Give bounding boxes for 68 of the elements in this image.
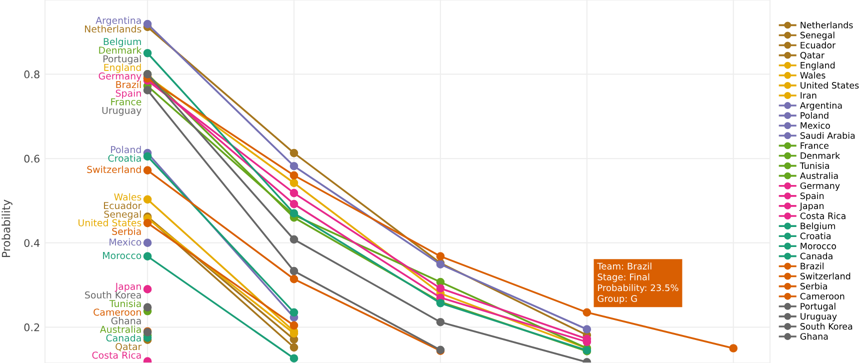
text: Croatia xyxy=(108,154,141,162)
text: Japan xyxy=(114,282,141,292)
y-tick-label: 0.6 xyxy=(24,154,40,163)
text: Denmark xyxy=(99,46,142,54)
y-axis-title: Probability xyxy=(2,200,12,257)
legend-label: Poland xyxy=(800,112,828,119)
text: South Korea xyxy=(85,291,141,299)
legend-label: Belgium xyxy=(800,222,836,231)
text: Ecuador xyxy=(104,202,142,210)
text: Canada xyxy=(106,334,141,342)
legend-label: Argentina xyxy=(800,102,842,110)
text: Tunisia xyxy=(109,300,141,308)
annotation: Team: Brazil Stage: Final Probability: 23.5% Group: G xyxy=(597,262,678,304)
text: England xyxy=(104,64,141,73)
text: Ghana xyxy=(111,317,141,324)
legend-label: England xyxy=(800,62,835,70)
text: Costa Rica xyxy=(92,351,141,359)
legend-label: Portugal xyxy=(800,302,836,312)
text: Argentina xyxy=(96,16,141,26)
text: Brazil xyxy=(116,80,141,88)
legend-label: Saudi Arabia xyxy=(800,132,855,139)
legend-label: Netherlands xyxy=(800,22,853,28)
legend-label: Qatar xyxy=(800,52,825,60)
text: United States xyxy=(78,219,142,226)
text: Wales xyxy=(114,193,142,201)
legend-label: Spain xyxy=(800,192,824,201)
text: Serbia xyxy=(112,228,141,235)
text: Spain xyxy=(116,89,141,99)
text: Morocco xyxy=(103,252,142,260)
legend-label: Morocco xyxy=(800,242,836,250)
y-tick-label: 0.4 xyxy=(24,239,40,247)
text: Mexico xyxy=(110,238,142,246)
text: Germany xyxy=(98,72,142,82)
legend-label: Wales xyxy=(800,72,826,79)
legend-label: Serbia xyxy=(800,282,827,290)
text: Netherlands xyxy=(85,25,142,33)
text: Qatar xyxy=(116,342,142,352)
text: Cameroon xyxy=(94,308,141,316)
text: Senegal xyxy=(104,210,141,220)
legend-label: Iran xyxy=(800,92,816,99)
legend-label: Denmark xyxy=(800,152,840,159)
legend-label: Germany xyxy=(800,182,840,191)
legend-label: Switzerland xyxy=(800,272,850,280)
text: Belgium xyxy=(104,38,141,47)
legend-label: Ecuador xyxy=(800,42,836,48)
legend-label: Australia xyxy=(800,172,838,180)
legend-label: Mexico xyxy=(800,122,830,129)
legend-label: Ghana xyxy=(800,332,828,340)
y-tick-label: 0.2 xyxy=(24,323,40,332)
legend-label: United States xyxy=(800,82,859,89)
legend-label: Senegal xyxy=(800,32,834,40)
text: Switzerland xyxy=(87,166,141,174)
legend-label: Uruguay xyxy=(800,313,837,322)
text: Australia xyxy=(100,326,141,333)
legend-label: France xyxy=(800,142,829,149)
legend-label: Croatia xyxy=(800,232,831,240)
legend-label: Costa Rica xyxy=(800,212,846,220)
text: France xyxy=(111,98,142,106)
legend-label: Japan xyxy=(799,202,824,211)
y-tick-label: 0.8 xyxy=(24,70,40,78)
legend-label: South Korea xyxy=(800,322,852,330)
text: Portugal xyxy=(103,55,141,64)
legend-label: Canada xyxy=(800,252,832,260)
text: Poland xyxy=(111,146,141,154)
text: Uruguay xyxy=(102,106,142,116)
legend-label: Tunisia xyxy=(800,162,829,169)
legend-label: Cameroon xyxy=(800,292,844,300)
legend-label: Brazil xyxy=(800,262,824,270)
